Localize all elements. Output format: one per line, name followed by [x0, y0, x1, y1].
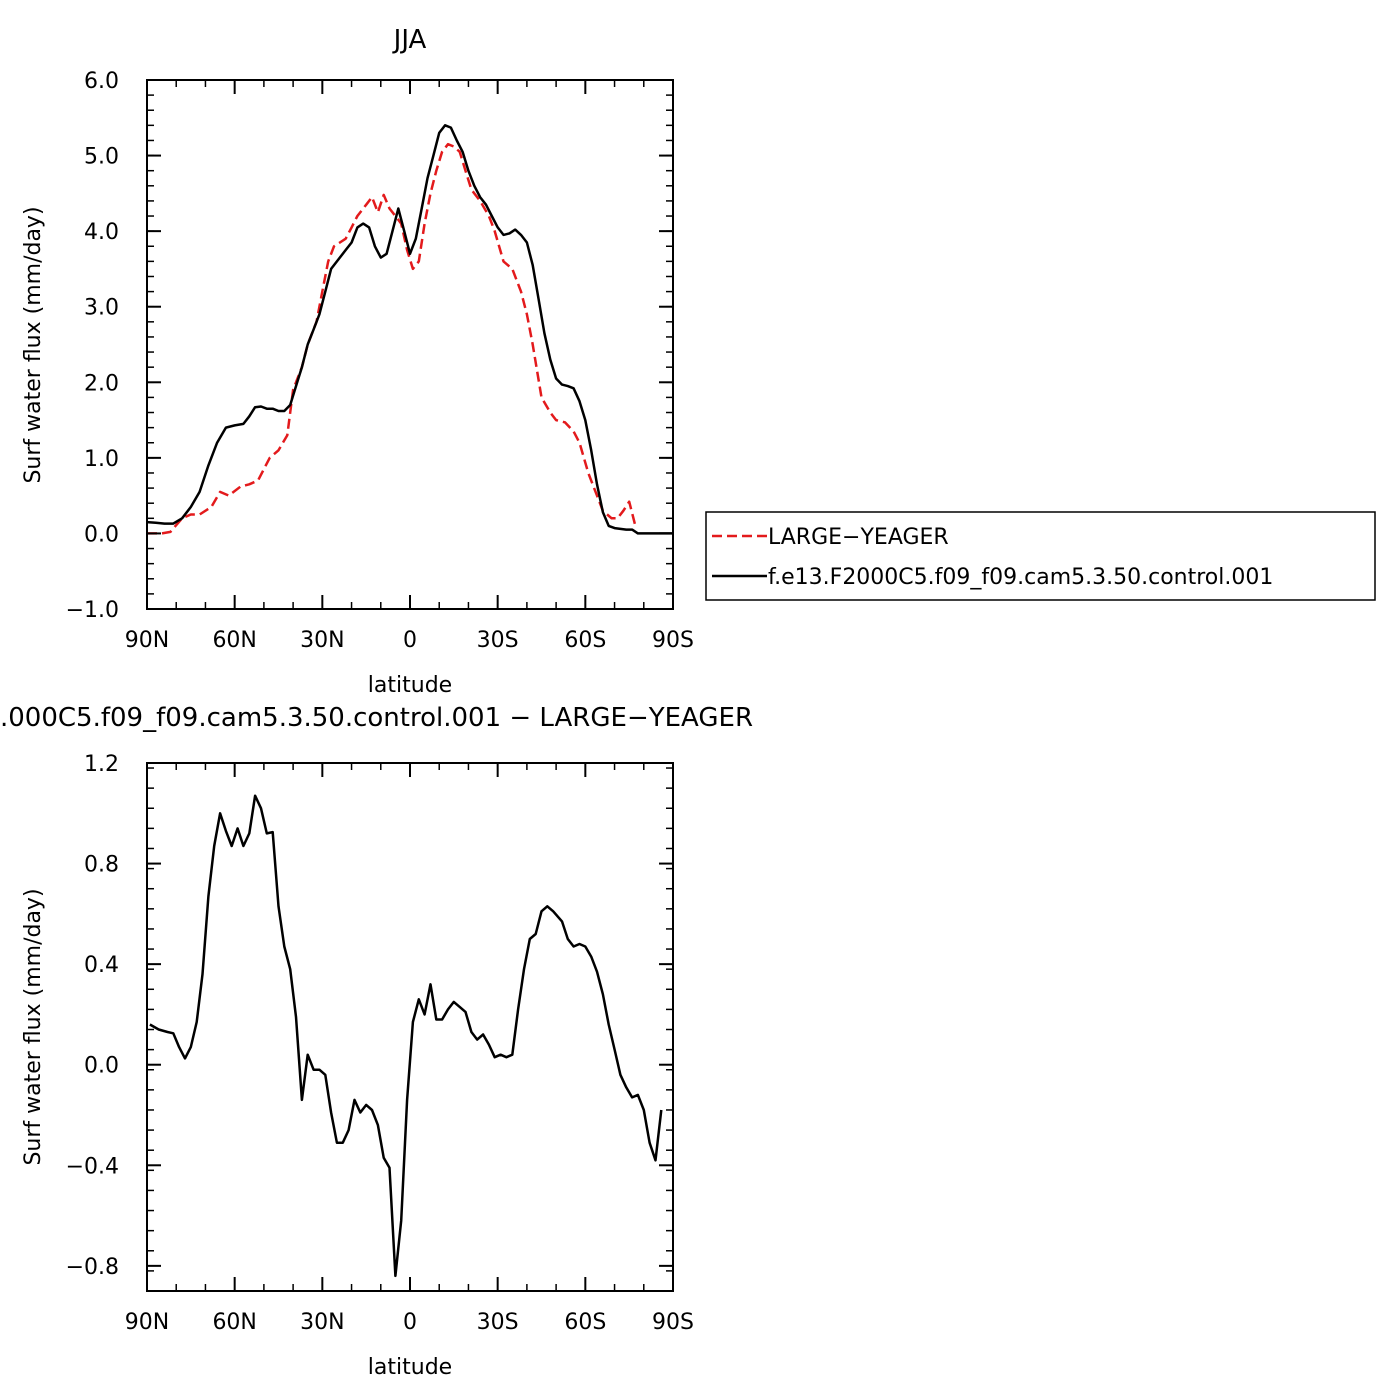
bottom-x-tick-label: 90N	[125, 1310, 169, 1335]
top-x-tick-label: 90N	[125, 628, 169, 653]
bottom-x-tick-label: 60N	[212, 1310, 256, 1335]
top-axes: 90N 60N 30N 0 30S 60S 90S −1.0 0.0 1.0 2.0 3.0 4.0 5.…	[66, 69, 694, 653]
legend: LARGE−YEAGER f.e13.F2000C5.f09_f09.cam5.…	[705, 511, 1376, 601]
bottom-chart-title: .000C5.f09_f09.cam5.3.50.control.001 − L…	[0, 703, 753, 733]
bottom-axes: 90N 60N 30N 0 30S 60S 90S −0.8 −0.4 0.0 0.4 0.8 1.2	[66, 752, 694, 1335]
bottom-y-tick-label: 0.0	[84, 1054, 119, 1079]
legend-label-large-yeager: LARGE−YEAGER	[768, 525, 949, 550]
top-x-tick-label: 90S	[652, 628, 694, 653]
top-y-tick-label: 0.0	[84, 522, 119, 547]
top-chart-title: JJA	[392, 25, 427, 55]
top-plot-frame	[146, 79, 674, 610]
top-y-tick-label: 5.0	[84, 145, 119, 170]
top-series-lines	[146, 124, 673, 535]
bottom-plot-frame	[146, 762, 674, 1292]
top-y-tick-label: 3.0	[84, 296, 119, 321]
bottom-y-tick-label: −0.8	[66, 1255, 119, 1280]
top-y-tick-label: 4.0	[84, 220, 119, 245]
bottom-panel: .000C5.f09_f09.cam5.3.50.control.001 − L…	[0, 703, 753, 1380]
bottom-x-tick-label: 0	[403, 1310, 417, 1335]
bottom-x-tick-label: 30S	[477, 1310, 519, 1335]
top-x-axis-label: latitude	[368, 673, 452, 698]
top-series-line-0	[147, 142, 637, 535]
bottom-x-tick-label: 60S	[564, 1310, 606, 1335]
top-x-tick-label: 60N	[212, 628, 256, 653]
top-y-tick-label: 6.0	[84, 69, 119, 94]
bottom-x-tick-label: 90S	[652, 1310, 694, 1335]
top-series-line-1	[146, 124, 673, 535]
top-x-tick-label: 30S	[477, 628, 519, 653]
legend-label-control: f.e13.F2000C5.f09_f09.cam5.3.50.control.…	[768, 565, 1273, 590]
top-y-tick-label: 1.0	[84, 447, 119, 472]
bottom-series-line-0	[149, 794, 663, 1278]
legend-box	[705, 511, 1376, 601]
bottom-x-axis-label: latitude	[368, 1355, 452, 1380]
top-x-tick-label: 60S	[564, 628, 606, 653]
top-x-tick-label: 30N	[300, 628, 344, 653]
bottom-y-tick-label: 1.2	[84, 752, 119, 777]
bottom-x-tick-label: 30N	[300, 1310, 344, 1335]
bottom-series-lines	[149, 794, 663, 1278]
top-y-tick-label: −1.0	[66, 598, 119, 623]
top-x-tick-label: 0	[403, 628, 417, 653]
bottom-y-tick-label: −0.4	[66, 1154, 119, 1179]
bottom-y-tick-label: 0.8	[84, 853, 119, 878]
top-panel: JJA 90N 60N 30N 0 30S 60S 90S −1.0 0.0 1.0 2.0 3.0 4…	[21, 25, 694, 698]
bottom-y-axis-label: Surf water flux (mm/day)	[21, 888, 46, 1165]
top-y-axis-label: Surf water flux (mm/day)	[21, 206, 46, 483]
top-y-tick-label: 2.0	[84, 371, 119, 396]
bottom-y-tick-label: 0.4	[84, 953, 119, 978]
